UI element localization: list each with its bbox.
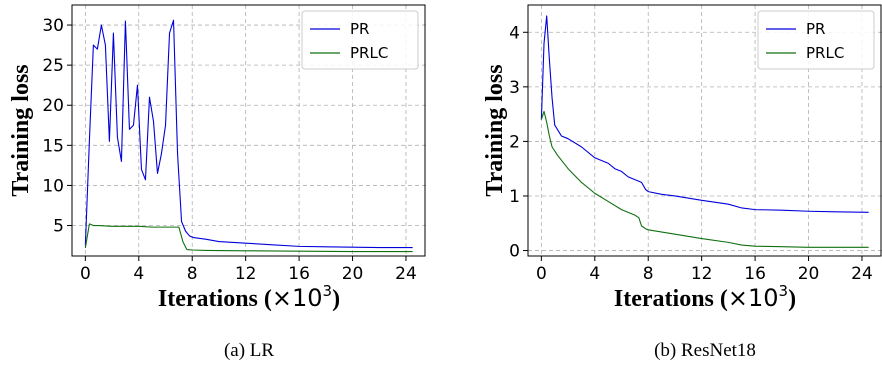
legend: PR PRLC <box>757 10 875 70</box>
x-axis-label: Iterations (×103) <box>614 282 796 312</box>
x-tick-label: 8 <box>187 264 198 284</box>
x-tick-label: 12 <box>235 264 257 284</box>
panel-caption: (a) LR <box>224 340 274 361</box>
y-tick-label: 1 <box>509 187 520 207</box>
y-tick-label: 5 <box>53 217 64 237</box>
x-axis-label-multiplier: ×10 <box>272 284 323 312</box>
series-line-pr <box>84 19 413 249</box>
panel-caption: (b) ResNet18 <box>654 340 756 361</box>
x-axis-label: Iterations (×103) <box>158 282 340 312</box>
y-axis-label: Training loss <box>482 64 508 196</box>
y-tick-label: 30 <box>42 16 64 36</box>
plot-frame <box>527 4 882 257</box>
x-axis-label-close: ) <box>332 286 340 312</box>
x-axis-label-text: Iterations ( <box>614 286 728 312</box>
y-tick-label: 3 <box>509 78 520 98</box>
x-tick-label: 24 <box>395 264 417 284</box>
x-tick-label: 16 <box>288 264 310 284</box>
x-axis-label-exponent: 3 <box>323 282 333 300</box>
x-tick-label: 4 <box>133 264 144 284</box>
x-tick-label: 4 <box>589 264 600 284</box>
plot-frame <box>71 4 426 257</box>
legend-label-prlc: PRLC <box>350 44 388 62</box>
series-line-pr <box>540 15 869 213</box>
x-axis-label-exponent: 3 <box>779 282 789 300</box>
x-tick-label: 16 <box>744 264 766 284</box>
x-axis-label-close: ) <box>788 286 796 312</box>
legend-label-pr: PR <box>350 20 369 38</box>
x-axis-label-text: Iterations ( <box>158 286 272 312</box>
chart-panel-1: 0 4 8 12 16 20 24 5 10 15 20 25 30 Training loss Itera… <box>8 4 426 361</box>
x-axis-label-multiplier: ×10 <box>728 284 779 312</box>
x-tick-label: 12 <box>691 264 713 284</box>
x-tick-label: 24 <box>851 264 873 284</box>
y-tick-label: 4 <box>509 23 520 43</box>
y-tick-label: 25 <box>42 56 64 76</box>
x-tick-label: 20 <box>798 264 820 284</box>
legend-box <box>301 10 419 70</box>
legend-label-prlc: PRLC <box>806 44 844 62</box>
y-tick-label: 10 <box>42 176 64 196</box>
legend-label-pr: PR <box>806 20 825 38</box>
y-tick-label: 15 <box>42 136 64 156</box>
legend-box <box>757 10 875 70</box>
series-line-prlc <box>540 110 869 248</box>
y-tick-label: 20 <box>42 96 64 116</box>
y-tick-label: 2 <box>509 132 520 152</box>
x-tick-label: 20 <box>342 264 364 284</box>
y-axis-label: Training loss <box>8 64 34 196</box>
x-tick-label: 0 <box>80 264 91 284</box>
legend: PR PRLC <box>301 10 419 70</box>
series-line-prlc <box>84 223 413 253</box>
x-tick-label: 0 <box>536 264 547 284</box>
y-tick-label: 0 <box>509 242 520 262</box>
x-tick-label: 8 <box>643 264 654 284</box>
